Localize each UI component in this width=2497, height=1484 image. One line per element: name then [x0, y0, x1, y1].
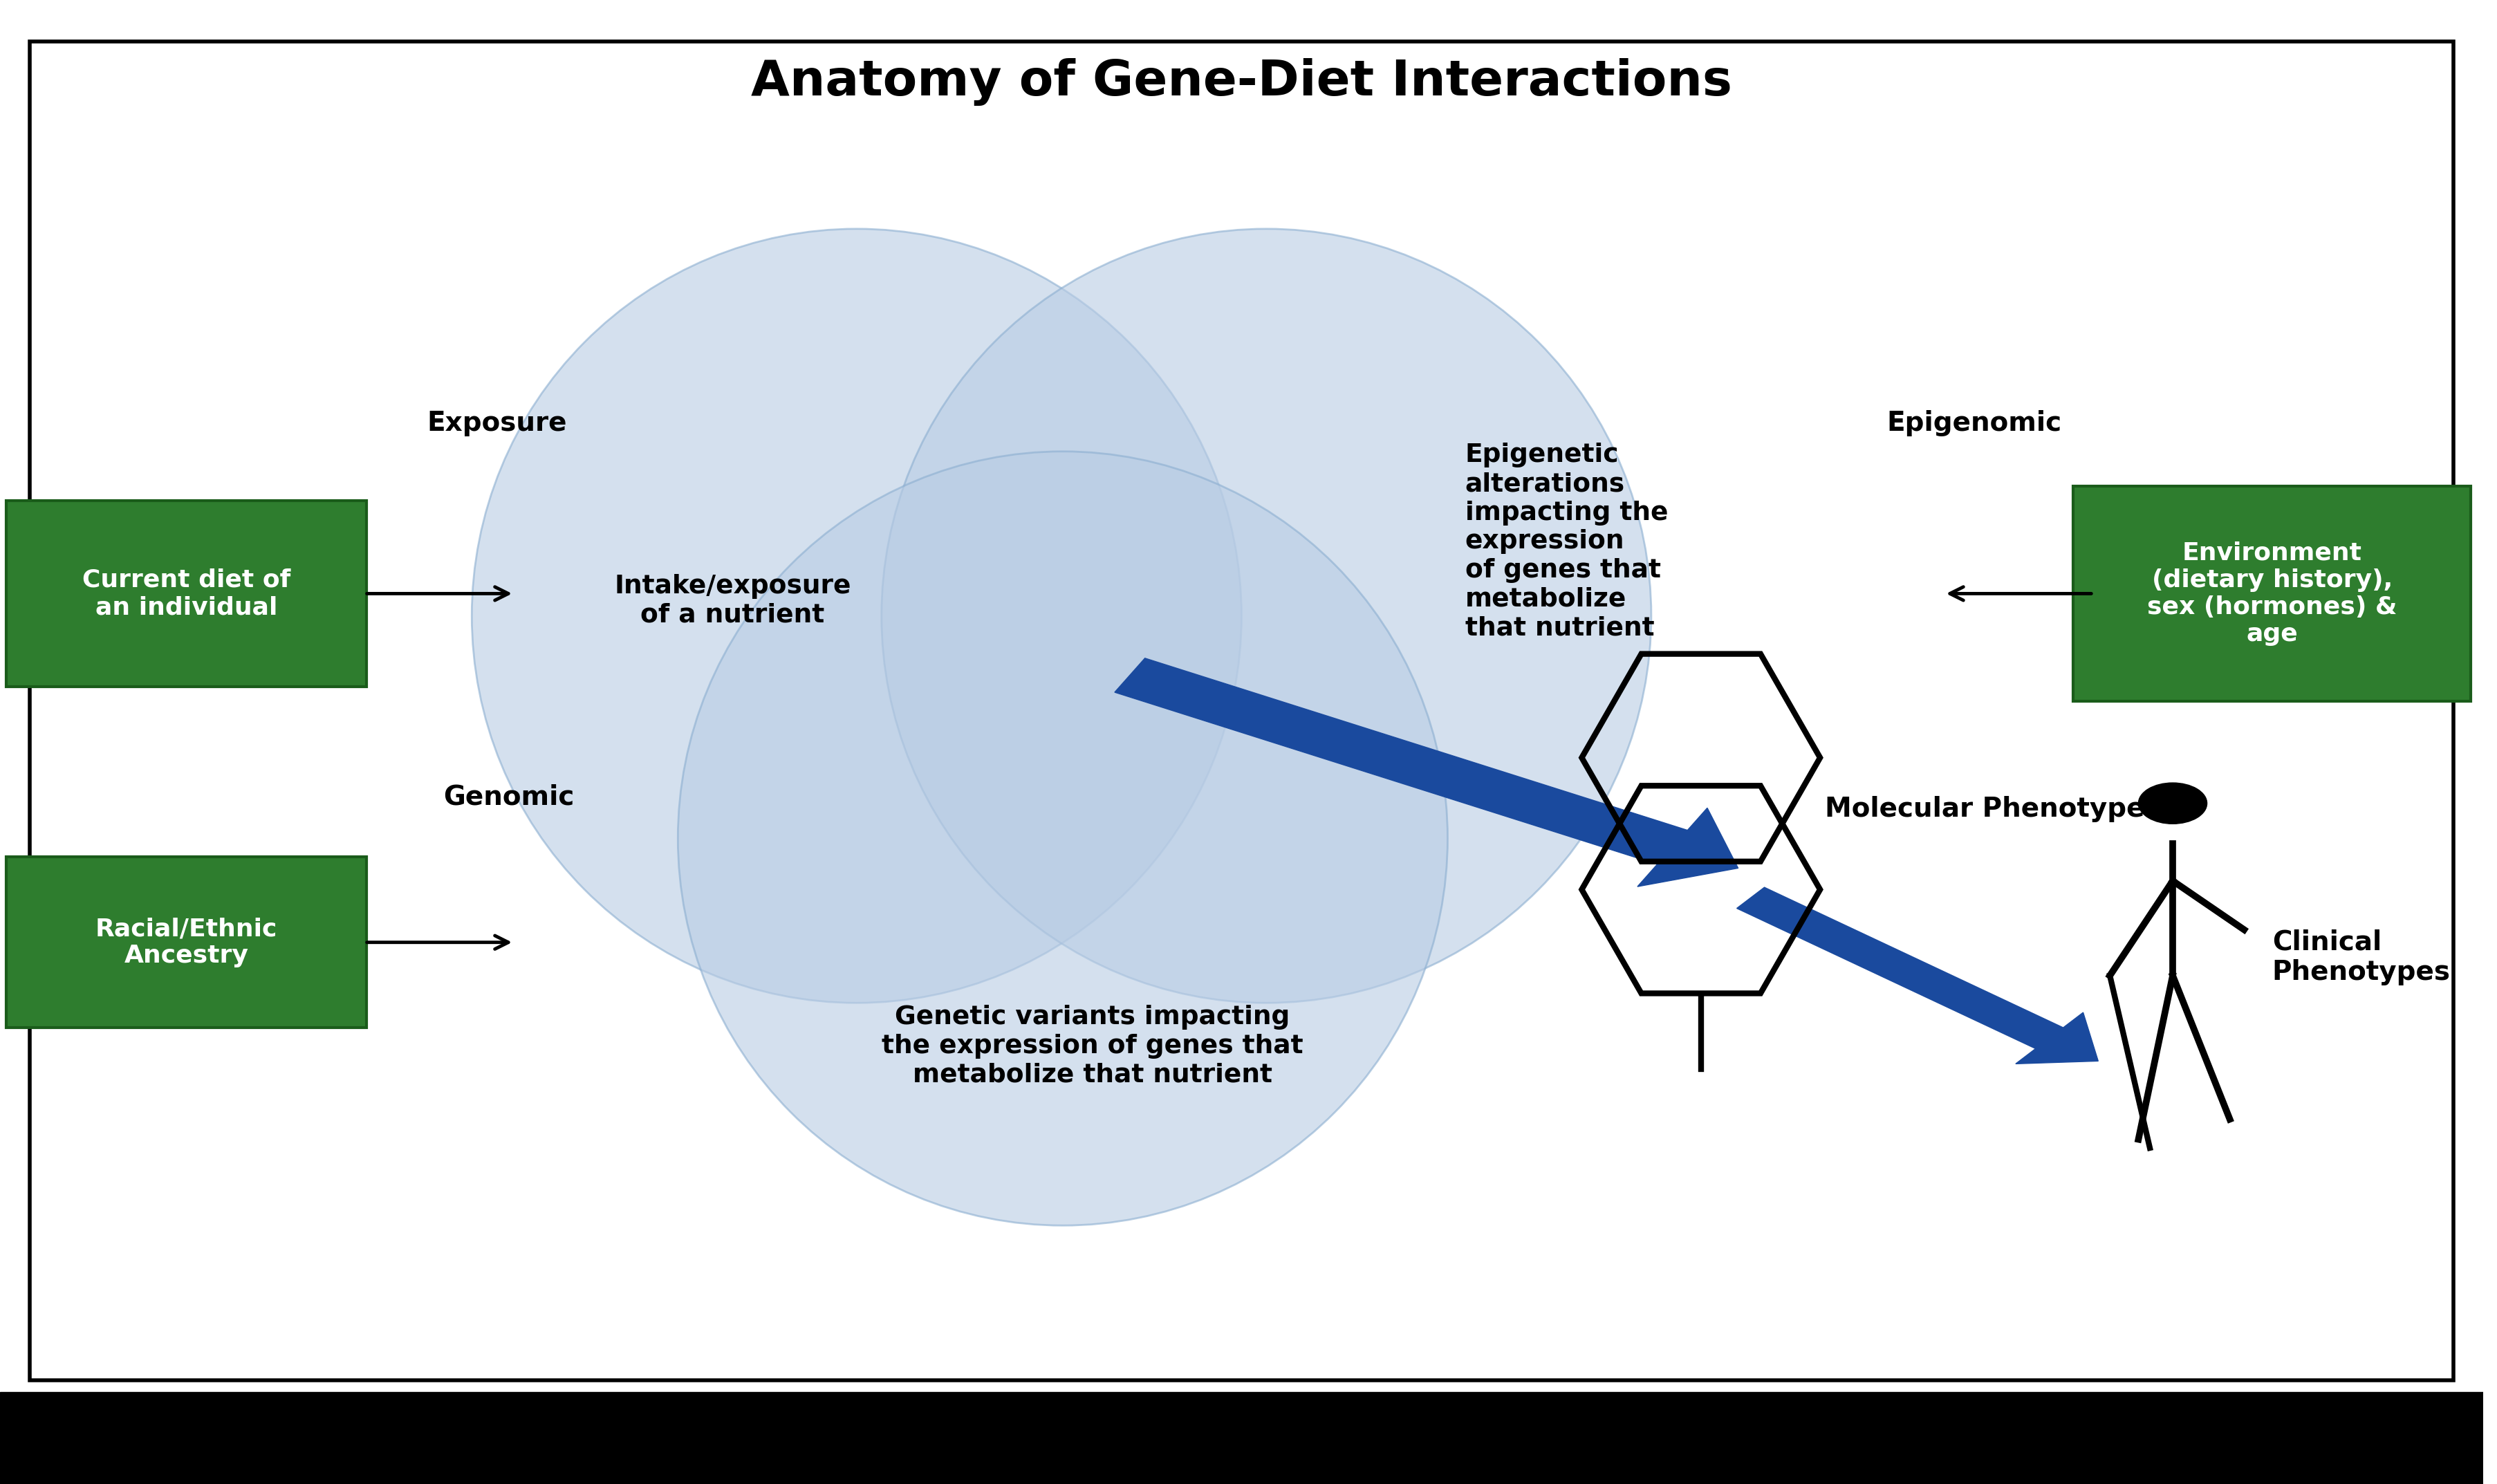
Circle shape — [2137, 784, 2207, 824]
Ellipse shape — [472, 229, 1241, 1003]
FancyBboxPatch shape — [30, 42, 2452, 1380]
Text: Exposure: Exposure — [427, 410, 567, 436]
FancyBboxPatch shape — [2073, 487, 2470, 702]
Ellipse shape — [677, 451, 1448, 1226]
Text: Clinical
Phenotypes: Clinical Phenotypes — [2272, 929, 2450, 985]
Text: Epigenomic: Epigenomic — [1888, 410, 2063, 436]
Text: Intake/exposure
of a nutrient: Intake/exposure of a nutrient — [614, 574, 851, 628]
Text: Racial/Ethnic
Ancestry: Racial/Ethnic Ancestry — [95, 917, 277, 968]
FancyArrow shape — [1738, 887, 2097, 1064]
FancyBboxPatch shape — [5, 502, 367, 686]
FancyArrow shape — [1114, 659, 1738, 886]
Text: Molecular Phenotypes: Molecular Phenotypes — [1825, 795, 2160, 822]
Text: Anatomy of Gene-Diet Interactions: Anatomy of Gene-Diet Interactions — [752, 58, 1733, 105]
FancyBboxPatch shape — [5, 858, 367, 1027]
Text: Genetic variants impacting
the expression of genes that
metabolize that nutrient: Genetic variants impacting the expressio… — [881, 1005, 1303, 1088]
Bar — [0, 1392, 2482, 1484]
Text: Environment
(dietary history),
sex (hormones) &
age: Environment (dietary history), sex (horm… — [2147, 542, 2397, 646]
Text: Genomic: Genomic — [444, 784, 574, 810]
Text: Current diet of
an individual: Current diet of an individual — [82, 568, 290, 619]
Ellipse shape — [881, 229, 1651, 1003]
Text: Epigenetic
alterations
impacting the
expression
of genes that
metabolize
that nu: Epigenetic alterations impacting the exp… — [1466, 442, 1668, 641]
